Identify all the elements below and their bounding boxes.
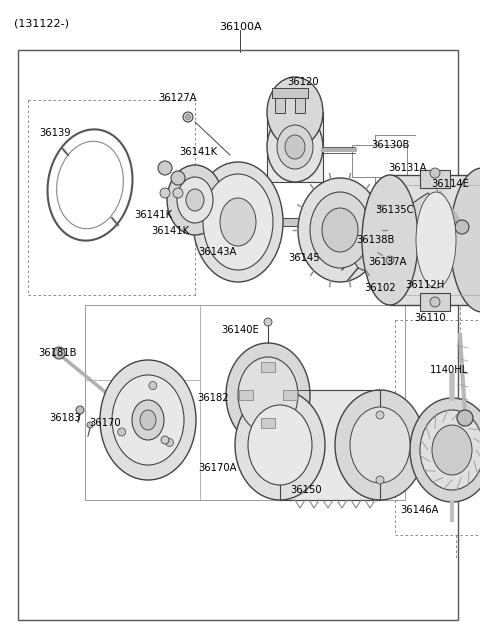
Ellipse shape — [177, 177, 213, 223]
Text: 36141K: 36141K — [134, 210, 172, 220]
Ellipse shape — [450, 168, 480, 312]
Ellipse shape — [350, 407, 410, 483]
Bar — [275, 95, 285, 113]
Circle shape — [173, 188, 183, 198]
Ellipse shape — [203, 174, 273, 270]
Bar — [420, 170, 450, 188]
Circle shape — [118, 428, 126, 436]
Bar — [295, 95, 305, 113]
Ellipse shape — [370, 234, 386, 254]
Text: 36146A: 36146A — [401, 505, 439, 515]
Text: 36137A: 36137A — [369, 257, 407, 267]
Ellipse shape — [220, 198, 256, 246]
Text: 36150: 36150 — [290, 485, 322, 495]
Ellipse shape — [267, 77, 323, 147]
Circle shape — [166, 439, 173, 446]
Bar — [261, 362, 275, 372]
Bar — [280, 390, 380, 500]
Ellipse shape — [132, 400, 164, 440]
Ellipse shape — [362, 175, 418, 305]
Text: 36141K: 36141K — [151, 226, 189, 236]
Text: 36131A: 36131A — [389, 163, 427, 173]
Circle shape — [185, 115, 191, 120]
Text: 36145: 36145 — [288, 253, 320, 263]
Ellipse shape — [267, 112, 323, 182]
Text: 36100A: 36100A — [219, 22, 261, 32]
Circle shape — [386, 256, 394, 264]
Bar — [368, 233, 420, 261]
Text: 36139: 36139 — [39, 128, 71, 138]
Circle shape — [457, 410, 473, 426]
Ellipse shape — [432, 425, 472, 475]
Circle shape — [76, 406, 84, 414]
Ellipse shape — [112, 375, 184, 465]
Circle shape — [161, 436, 169, 444]
Ellipse shape — [310, 192, 370, 268]
Ellipse shape — [420, 410, 480, 490]
Ellipse shape — [322, 208, 358, 252]
Circle shape — [87, 422, 93, 428]
Circle shape — [382, 252, 398, 268]
Text: 36127A: 36127A — [159, 93, 197, 103]
Text: 36120: 36120 — [287, 77, 319, 87]
Text: 36170: 36170 — [89, 418, 121, 428]
Bar — [420, 293, 450, 311]
Text: 36183: 36183 — [49, 413, 81, 423]
Circle shape — [376, 411, 384, 419]
Ellipse shape — [277, 125, 313, 169]
Bar — [85, 305, 405, 500]
Circle shape — [430, 297, 440, 307]
Circle shape — [149, 382, 157, 389]
Circle shape — [160, 188, 170, 198]
Text: 36112H: 36112H — [406, 280, 444, 290]
Text: 36170A: 36170A — [199, 463, 237, 473]
Text: 36138B: 36138B — [356, 235, 394, 245]
Circle shape — [158, 161, 172, 175]
Circle shape — [264, 318, 272, 326]
Circle shape — [455, 220, 469, 234]
Text: 36114E: 36114E — [431, 179, 469, 189]
Circle shape — [171, 171, 185, 185]
Polygon shape — [352, 193, 430, 272]
Text: 36181B: 36181B — [39, 348, 77, 358]
Text: (131122-): (131122-) — [14, 18, 69, 28]
Bar — [261, 418, 275, 428]
Ellipse shape — [335, 390, 425, 500]
Bar — [390, 175, 480, 305]
Text: 36140E: 36140E — [221, 325, 259, 335]
Ellipse shape — [238, 357, 298, 433]
Text: 36182: 36182 — [197, 393, 229, 403]
Circle shape — [430, 168, 440, 178]
Circle shape — [183, 112, 193, 122]
Bar — [267, 112, 323, 182]
Ellipse shape — [100, 360, 196, 480]
Ellipse shape — [416, 192, 456, 288]
Bar — [239, 390, 253, 400]
Circle shape — [399, 268, 409, 278]
Text: 36143A: 36143A — [198, 247, 236, 257]
Ellipse shape — [235, 390, 325, 500]
Text: 1140HL: 1140HL — [430, 365, 468, 375]
Ellipse shape — [285, 135, 305, 159]
Ellipse shape — [140, 410, 156, 430]
Ellipse shape — [298, 178, 382, 282]
Bar — [352, 145, 407, 177]
Text: 36110: 36110 — [414, 313, 446, 323]
Circle shape — [376, 476, 384, 484]
Ellipse shape — [410, 398, 480, 502]
Text: 36130B: 36130B — [371, 140, 409, 150]
Text: 36135C: 36135C — [376, 205, 414, 215]
Ellipse shape — [193, 162, 283, 282]
Bar — [272, 88, 308, 98]
Bar — [403, 258, 451, 286]
Bar — [283, 390, 297, 400]
Text: 36102: 36102 — [364, 283, 396, 293]
Ellipse shape — [167, 165, 223, 235]
Circle shape — [53, 347, 65, 359]
Text: 36141K: 36141K — [179, 147, 217, 157]
Ellipse shape — [226, 343, 310, 447]
Ellipse shape — [186, 189, 204, 211]
Ellipse shape — [248, 405, 312, 485]
